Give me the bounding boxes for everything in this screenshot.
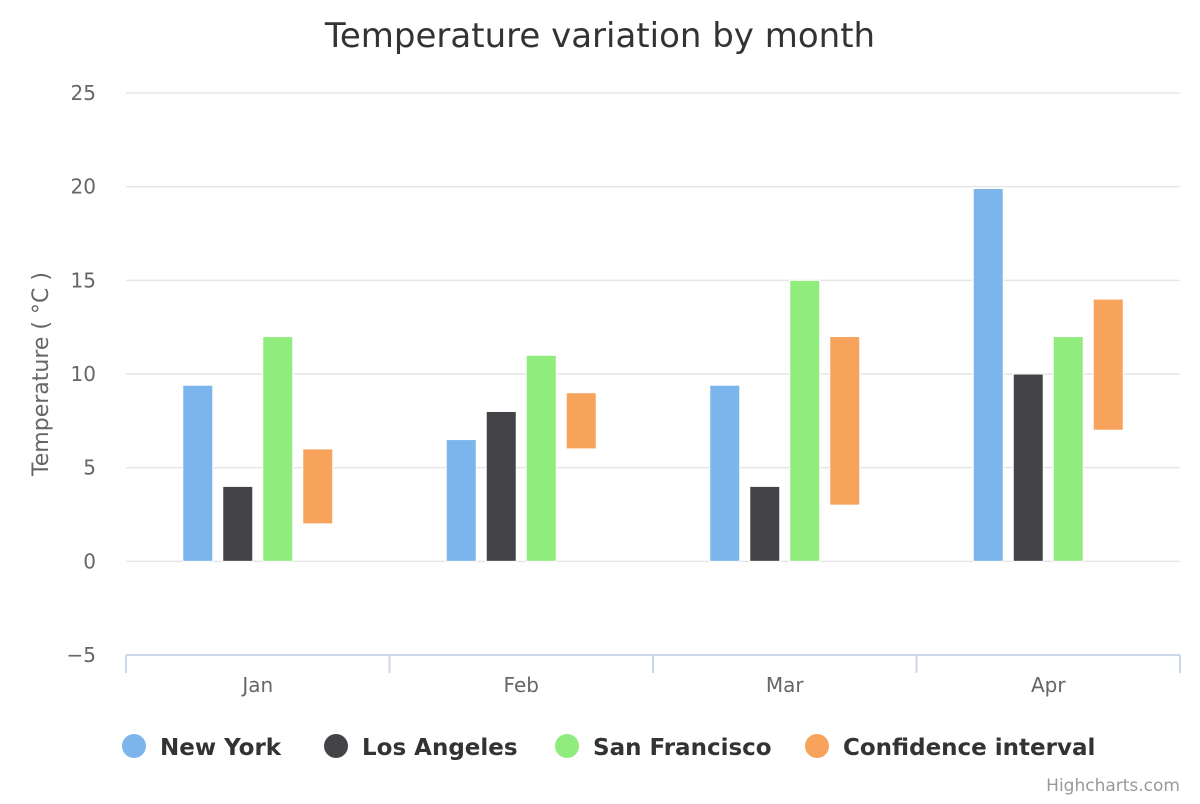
bar-san-francisco-mar[interactable] [789, 279, 821, 562]
x-tick-label: Mar [766, 673, 805, 697]
bar-los-angeles-apr[interactable] [1012, 373, 1044, 562]
plot-series [182, 188, 1124, 562]
bar-los-angeles-feb[interactable] [485, 410, 517, 562]
legend-label: New York [160, 735, 282, 761]
bar-new-york-feb[interactable] [445, 439, 477, 562]
legend-item-san-francisco[interactable]: San Francisco [555, 734, 772, 761]
legend-label: San Francisco [593, 735, 772, 761]
legend-item-los-angeles[interactable]: Los Angeles [324, 734, 518, 761]
legend-symbol [805, 734, 829, 758]
x-tick-label: Jan [240, 673, 273, 697]
x-tick-label: Apr [1031, 673, 1066, 697]
x-tick-label: Feb [504, 673, 539, 697]
bar-new-york-mar[interactable] [709, 384, 741, 562]
bar-los-angeles-mar[interactable] [749, 485, 781, 562]
legend-symbol [324, 734, 348, 758]
y-tick-label: 25 [71, 81, 96, 105]
y-tick-label: 0 [83, 549, 96, 573]
bar-san-francisco-feb[interactable] [525, 354, 557, 562]
y-tick-label: −5 [67, 643, 96, 667]
legend-item-new-york[interactable]: New York [122, 734, 282, 761]
bar-confidence-interval-apr[interactable] [1092, 298, 1124, 431]
chart-title: Temperature variation by month [324, 16, 875, 56]
bar-san-francisco-jan[interactable] [262, 336, 294, 562]
bar-new-york-jan[interactable] [182, 384, 214, 562]
legend-item-confidence-interval[interactable]: Confidence interval [805, 734, 1095, 761]
gridlines [126, 92, 1180, 563]
bar-san-francisco-apr[interactable] [1052, 336, 1084, 562]
bar-new-york-apr[interactable] [972, 188, 1004, 562]
legend-label: Los Angeles [362, 735, 518, 761]
bar-confidence-interval-jan[interactable] [302, 448, 334, 525]
legend-label: Confidence interval [843, 735, 1095, 761]
bar-los-angeles-jan[interactable] [222, 485, 254, 562]
y-tick-label: 10 [71, 362, 96, 386]
y-tick-label: 15 [71, 268, 96, 292]
y-tick-label: 20 [71, 175, 96, 199]
legend-symbol [122, 734, 146, 758]
y-axis-tick-labels: −5 0 5 10 15 20 25 [67, 81, 96, 667]
y-tick-label: 5 [83, 456, 96, 480]
x-axis: Jan Feb Mar Apr [125, 654, 1181, 697]
legend-symbol [555, 734, 579, 758]
bar-confidence-interval-mar[interactable] [829, 336, 861, 506]
legend: New York Los Angeles San Francisco Confiden… [122, 734, 1095, 761]
credits-link[interactable]: Highcharts.com [1046, 776, 1180, 796]
bar-confidence-interval-feb[interactable] [565, 392, 597, 450]
y-axis-title: Temperature ( °C ) [29, 272, 54, 477]
